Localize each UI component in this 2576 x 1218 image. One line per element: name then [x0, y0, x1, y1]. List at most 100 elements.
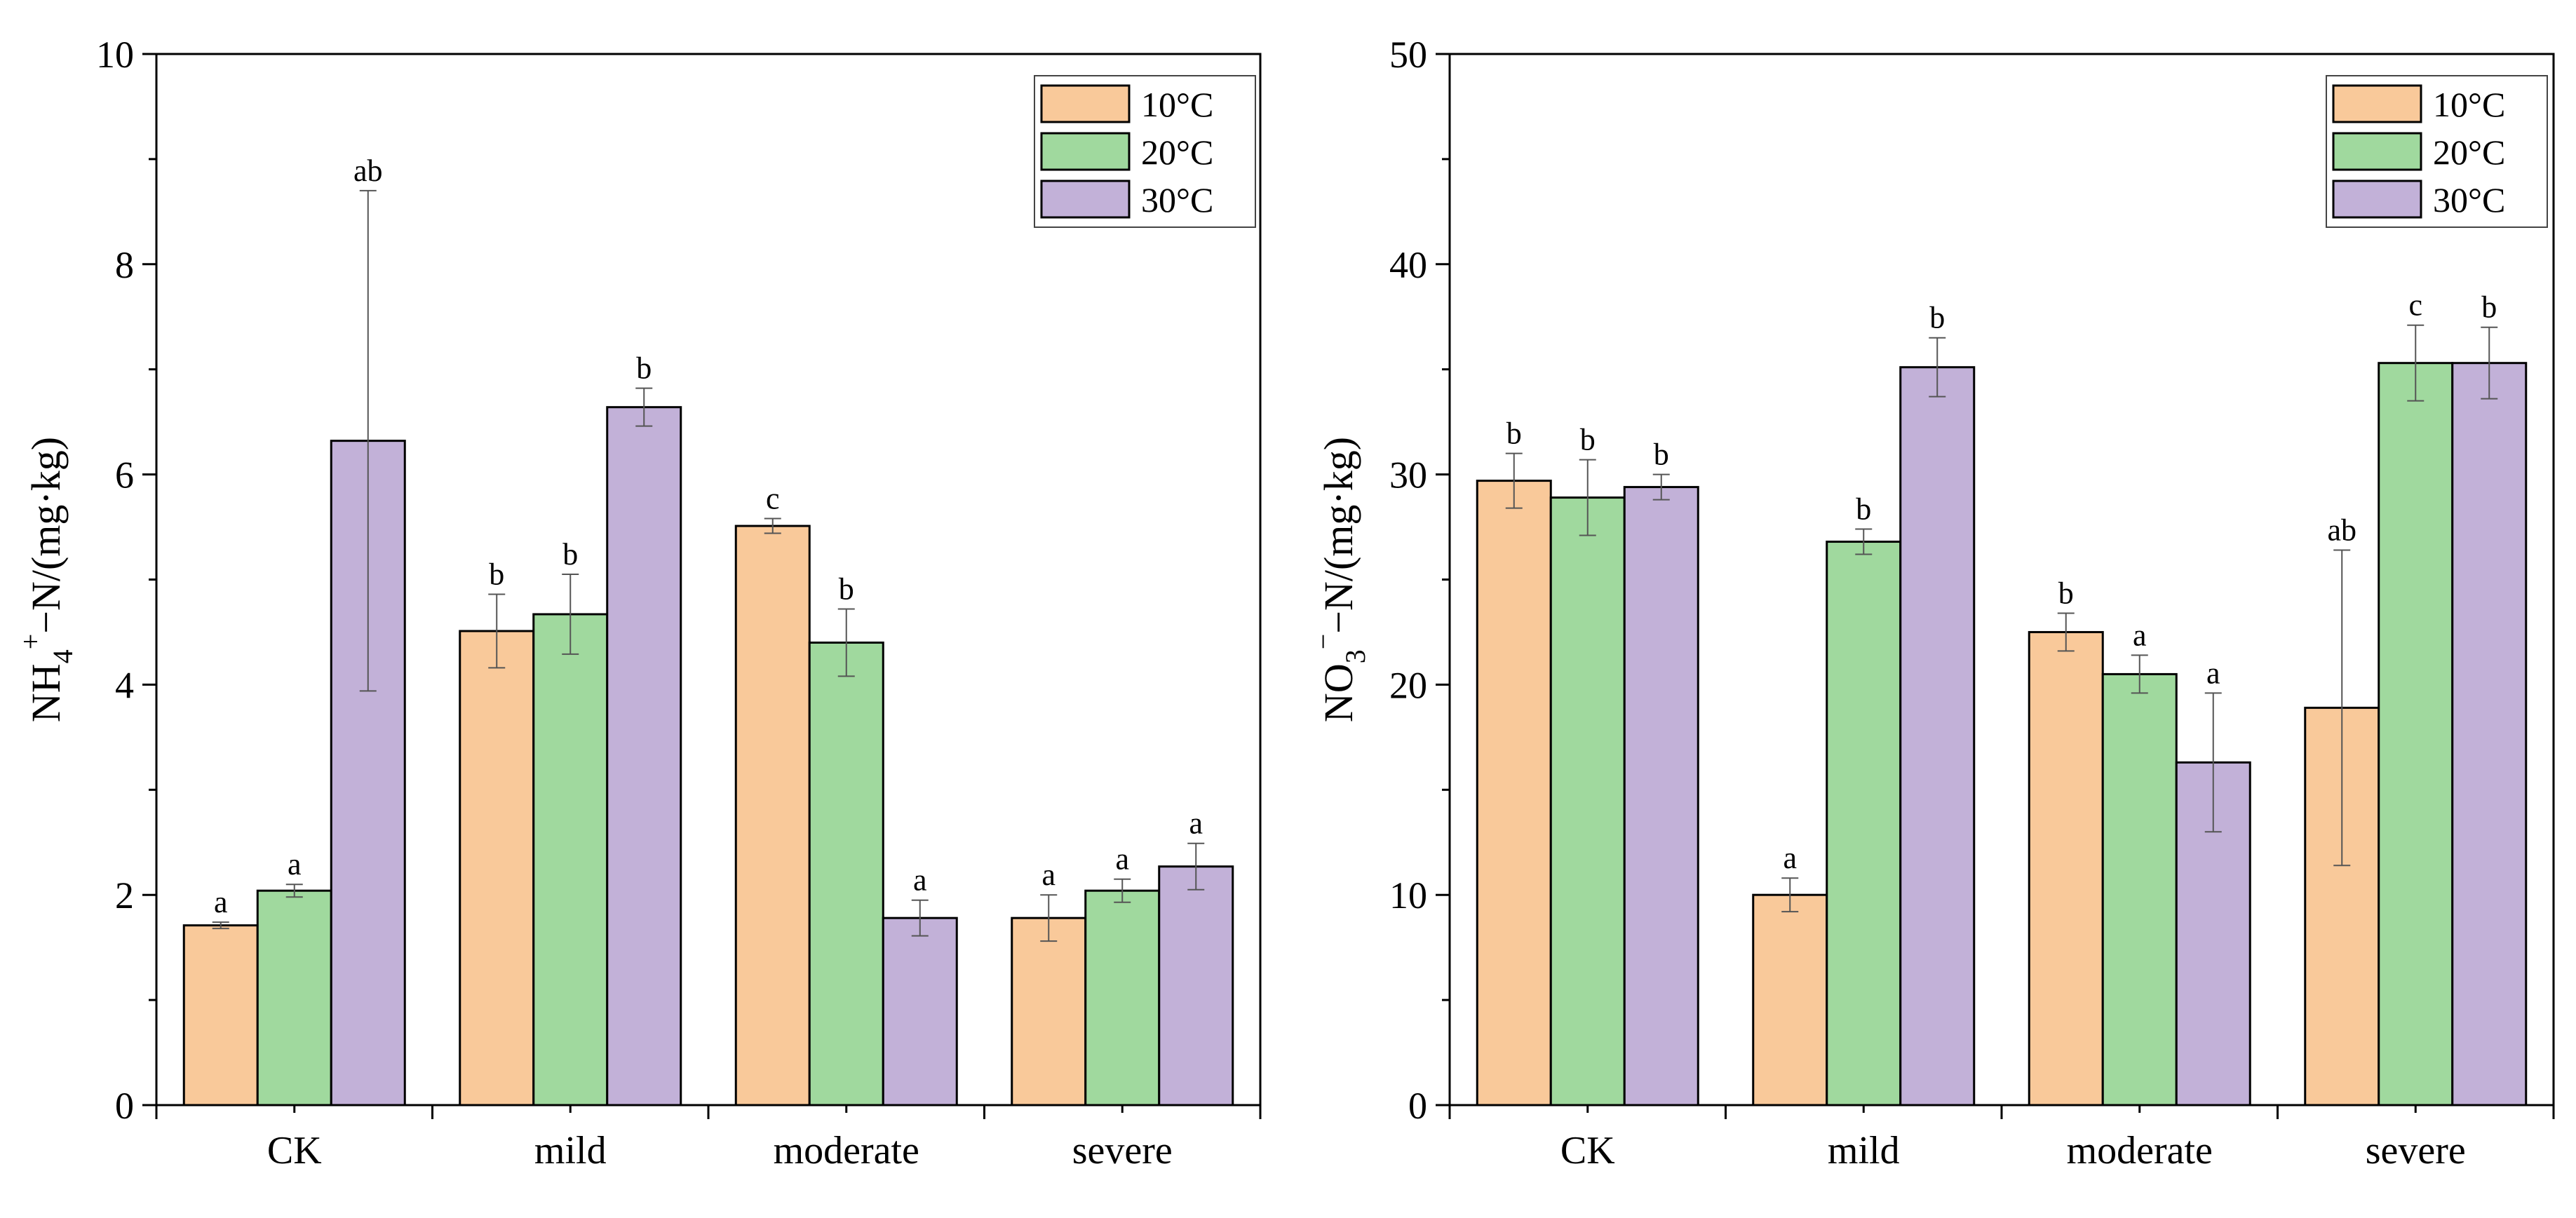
y-tick-label: 0 [115, 1085, 134, 1127]
bar-nh4-moderate-1 [808, 641, 884, 1107]
error-bar-nh4-CK-2 [359, 189, 377, 692]
significance-letter: ab [353, 154, 383, 188]
error-bar-nh4-mild-1 [562, 574, 579, 655]
y-tick-label: 8 [115, 244, 134, 286]
error-bar-no3-CK-2 [1652, 473, 1670, 501]
bar-nh4-severe-1 [1084, 889, 1161, 1107]
legend-label-0: 10°C [2433, 85, 2505, 124]
bar-nh4-CK-1 [256, 889, 332, 1107]
significance-letter: b [562, 537, 578, 571]
y-tick-label: 2 [115, 874, 134, 916]
legend-swatch-0 [1040, 84, 1131, 123]
error-bar-nh4-CK-1 [285, 884, 303, 898]
error-bar-no3-severe-1 [2407, 324, 2425, 402]
error-bar-no3-mild-1 [1855, 528, 1873, 555]
legend-label-0: 10°C [1141, 85, 1213, 124]
y-axis-label-units: −N/(mg·kg) [1316, 437, 1361, 634]
x-tick-label-CK: CK [267, 1129, 322, 1172]
error-bar-no3-moderate-1 [2131, 654, 2148, 694]
bar-no3-moderate-0 [2028, 630, 2104, 1107]
significance-letter: a [913, 863, 927, 898]
bar-no3-CK-1 [1549, 496, 1626, 1107]
significance-letter: ab [2327, 513, 2356, 548]
y-tick-label: 10 [96, 34, 134, 76]
bar-no3-severe-2 [2451, 362, 2528, 1107]
bar-nh4-moderate-0 [734, 525, 811, 1107]
y-tick-label: 0 [1408, 1085, 1427, 1127]
x-tick-label-moderate: moderate [2067, 1129, 2213, 1172]
bar-nh4-moderate-2 [882, 916, 958, 1107]
significance-letter: c [2408, 288, 2422, 323]
significance-letter: b [636, 351, 652, 386]
significance-letter: b [1929, 301, 1945, 335]
error-bar-nh4-moderate-1 [837, 608, 855, 677]
legend-label-1: 20°C [1141, 133, 1213, 172]
significance-letter: c [766, 482, 780, 516]
error-bar-nh4-severe-2 [1187, 842, 1205, 891]
significance-letter: b [1856, 492, 1871, 527]
significance-letter: a [214, 885, 228, 919]
significance-letter: a [1783, 841, 1797, 875]
bar-nh4-severe-2 [1158, 865, 1234, 1107]
error-bar-no3-mild-0 [1781, 877, 1799, 913]
significance-letter: b [1580, 423, 1596, 457]
legend: 10°C 20°C 30°C [1034, 75, 1256, 228]
bar-no3-CK-2 [1623, 486, 1699, 1107]
error-bar-no3-CK-1 [1579, 459, 1596, 536]
error-bar-nh4-mild-2 [635, 387, 653, 427]
significance-letter: a [2206, 656, 2220, 690]
bar-nh4-severe-0 [1011, 916, 1087, 1107]
significance-letter: a [1041, 858, 1056, 892]
significance-letter: a [288, 847, 302, 881]
x-tick-label-mild: mild [534, 1129, 607, 1172]
significance-letter: a [1115, 842, 1129, 877]
x-tick-label-severe: severe [1072, 1129, 1173, 1172]
y-axis-label-main: NH [23, 663, 69, 722]
significance-letter: b [1506, 417, 1522, 451]
bar-nh4-mild-1 [532, 613, 609, 1107]
bar-no3-mild-2 [1899, 366, 1976, 1107]
error-bar-no3-moderate-2 [2204, 692, 2222, 833]
bar-no3-severe-1 [2378, 362, 2454, 1107]
x-tick-label-severe: severe [2366, 1129, 2466, 1172]
significance-letter: a [2133, 618, 2147, 652]
significance-letter: b [1654, 438, 1669, 472]
bar-nh4-CK-0 [182, 924, 259, 1107]
y-axis-label-superscript: − [1307, 634, 1339, 650]
error-bar-nh4-severe-1 [1114, 878, 1131, 903]
y-tick-label: 40 [1389, 244, 1427, 286]
y-tick-label: 30 [1389, 454, 1427, 496]
legend-swatch-1 [1040, 132, 1131, 171]
significance-letter: b [839, 571, 854, 606]
error-bar-nh4-mild-0 [488, 593, 506, 669]
y-axis-label-subscript: 3 [1340, 649, 1371, 663]
error-bar-no3-severe-0 [2333, 549, 2351, 867]
bar-nh4-mild-0 [459, 630, 535, 1107]
y-axis-label-units: −N/(mg·kg) [23, 437, 69, 634]
y-axis-label-main: NO [1316, 663, 1361, 722]
bar-no3-CK-0 [1476, 480, 1552, 1107]
y-axis-label: NO3−−N/(mg·kg) [1307, 437, 1371, 722]
significance-letter: b [2058, 576, 2074, 610]
legend-label-2: 30°C [1141, 180, 1213, 219]
error-bar-no3-mild-2 [1929, 337, 1946, 398]
x-tick-label-moderate: moderate [774, 1129, 919, 1172]
error-bar-nh4-CK-0 [212, 921, 229, 930]
legend-swatch-2 [1040, 180, 1131, 219]
y-axis-label: NH4+−N/(mg·kg) [15, 437, 79, 722]
y-tick-label: 10 [1389, 874, 1427, 916]
bar-no3-moderate-1 [2101, 672, 2178, 1107]
legend-swatch-1 [2332, 132, 2422, 171]
significance-letter: b [489, 557, 504, 591]
bar-no3-mild-1 [1826, 541, 1902, 1107]
legend-swatch-2 [2332, 180, 2422, 219]
legend-label-1: 20°C [2433, 133, 2505, 172]
y-axis-label-superscript: + [15, 634, 46, 650]
legend: 10°C 20°C 30°C [2326, 75, 2548, 228]
error-bar-nh4-moderate-0 [764, 517, 781, 534]
y-tick-label: 50 [1389, 34, 1427, 76]
legend-swatch-0 [2332, 84, 2422, 123]
